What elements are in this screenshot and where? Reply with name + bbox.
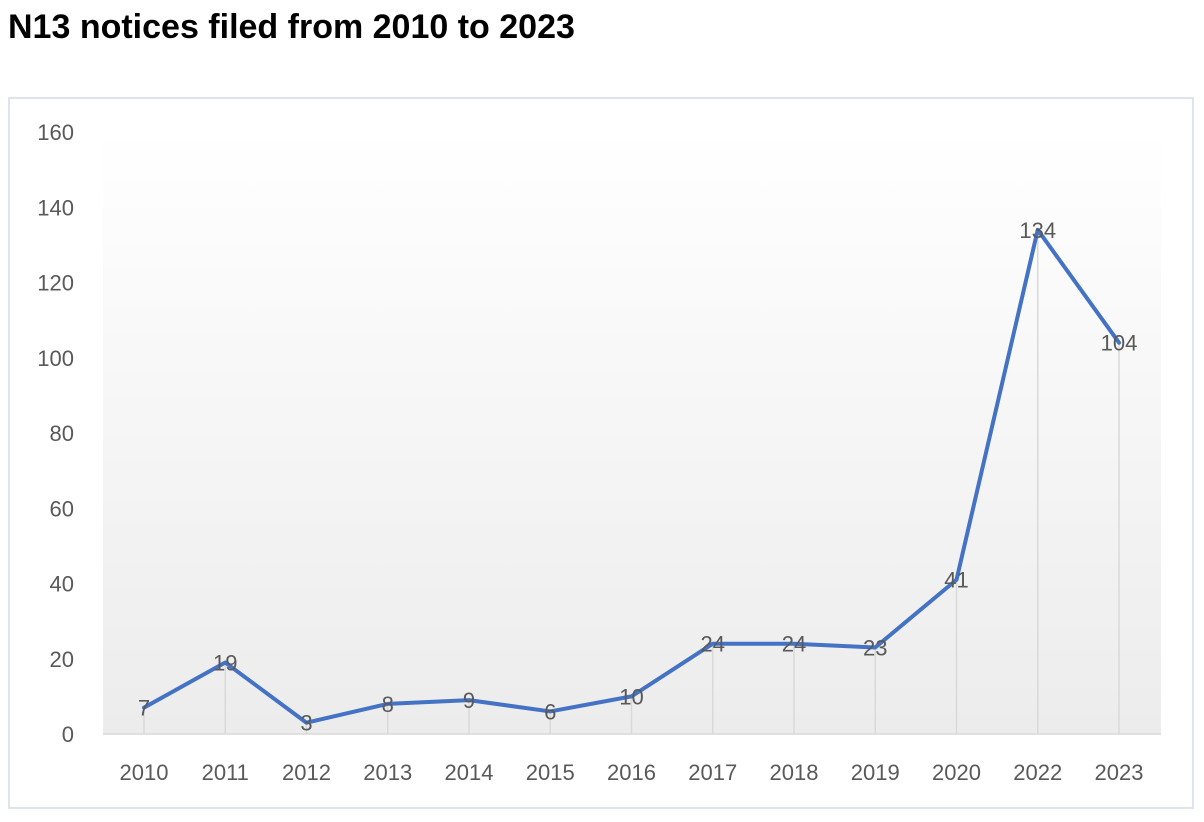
data-label: 10	[619, 684, 643, 709]
x-tick-label: 2011	[202, 760, 249, 785]
y-tick-label: 140	[37, 195, 74, 220]
plot-area	[103, 132, 1161, 734]
drop-lines	[143, 229, 1120, 734]
x-tick-label: 2018	[770, 760, 819, 785]
x-tick-label: 2017	[688, 760, 737, 785]
x-tick-label: 2012	[282, 760, 331, 785]
data-label: 24	[701, 632, 725, 657]
series-line	[142, 227, 1121, 725]
x-tick-label: 2019	[851, 760, 900, 785]
x-tick-label: 2015	[526, 760, 575, 785]
page-title: N13 notices filed from 2010 to 2023	[8, 8, 575, 46]
data-label: 3	[300, 711, 312, 736]
y-tick-label: 80	[50, 421, 74, 446]
x-tick-label: 2014	[445, 760, 494, 785]
x-tick-label: 2022	[1013, 760, 1062, 785]
y-tick-label: 120	[37, 271, 74, 296]
y-tick-label: 160	[37, 120, 74, 145]
x-tick-label: 2020	[932, 760, 981, 785]
x-tick-label: 2016	[607, 760, 656, 785]
x-tick-label: 2010	[120, 760, 169, 785]
y-tick-label: 20	[50, 647, 74, 672]
data-label: 104	[1101, 331, 1138, 356]
y-tick-label: 40	[50, 572, 74, 597]
data-label: 19	[213, 651, 237, 676]
y-tick-label: 60	[50, 496, 74, 521]
y-axis-tick-labels: 0 20 40 60 80 100 120 140 160	[37, 120, 74, 747]
data-label: 134	[1019, 218, 1056, 243]
data-label: 9	[463, 688, 475, 713]
x-tick-label: 2013	[363, 760, 412, 785]
data-label: 8	[382, 692, 394, 717]
x-axis-tick-labels: 2010 2011 2012 2013 2014 2015 2016 2017 2018 2019…	[120, 760, 1144, 785]
data-label: 7	[138, 696, 150, 721]
data-label: 24	[782, 632, 806, 657]
data-label: 41	[944, 568, 968, 593]
data-label: 6	[544, 699, 556, 724]
x-tick-label: 2023	[1095, 760, 1144, 785]
y-tick-label: 0	[62, 722, 74, 747]
y-tick-label: 100	[37, 346, 74, 371]
data-labels: 7 19 3 8 9 6 10 24 24 23 41 134 104	[138, 218, 1137, 736]
data-label: 23	[863, 635, 887, 660]
